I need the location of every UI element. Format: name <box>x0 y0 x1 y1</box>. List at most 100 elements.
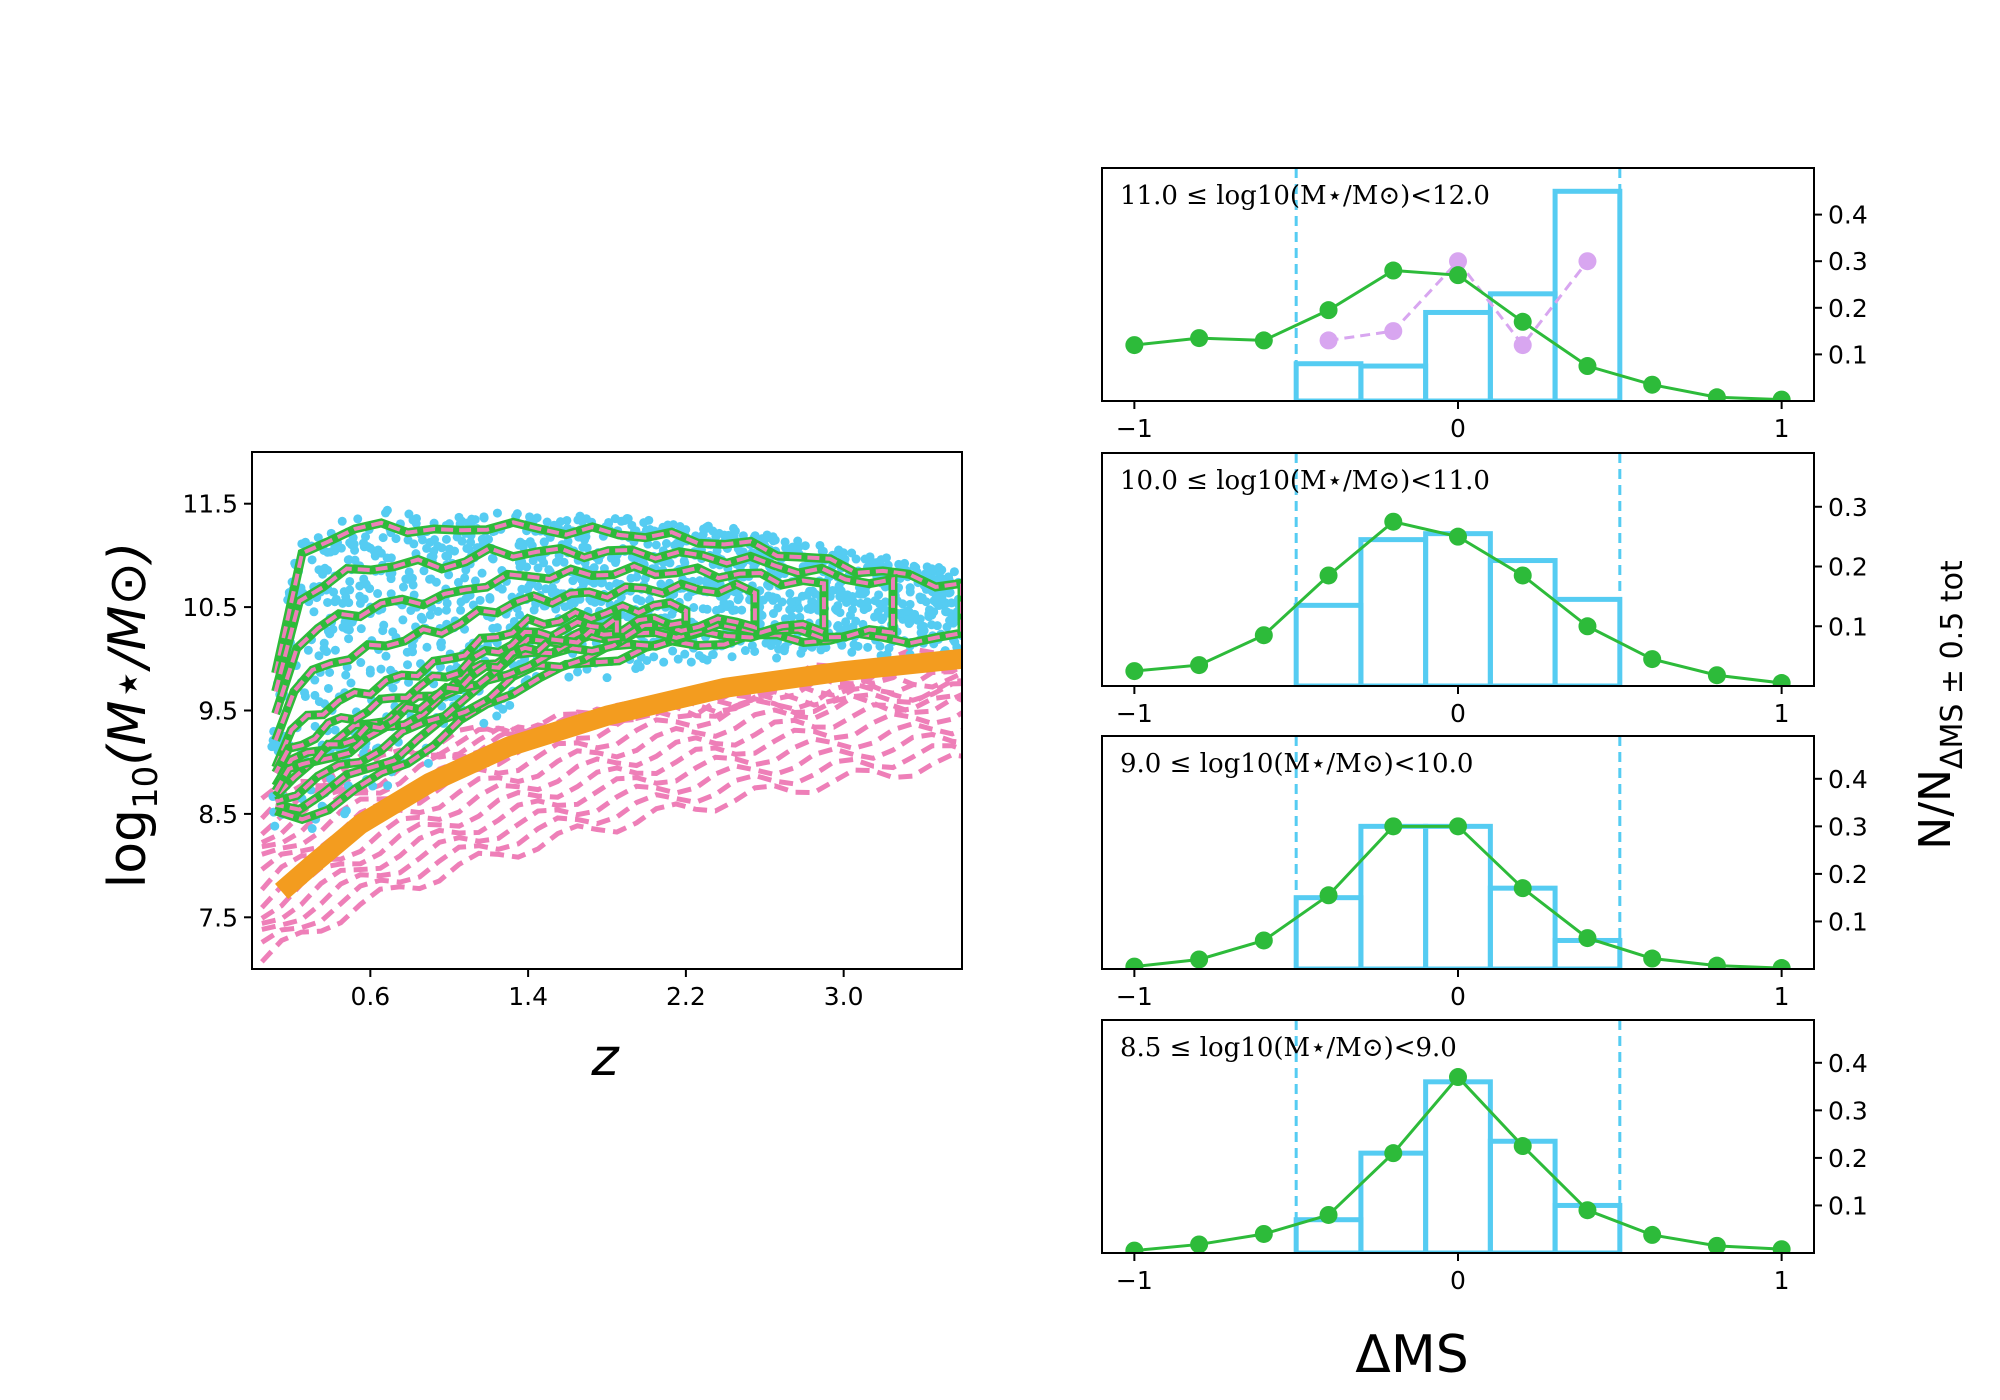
scatter-point <box>310 675 320 685</box>
green-series-line <box>1134 268 1782 401</box>
right-x-axis-label: ΔMS <box>1355 1325 1468 1385</box>
y-tick-label: 8.5 <box>198 800 238 829</box>
scatter-point <box>456 605 466 615</box>
scatter-point <box>659 657 669 667</box>
green-point <box>1384 1144 1403 1163</box>
violet-point <box>1384 322 1403 341</box>
scatter-point <box>875 641 885 651</box>
scatter-point <box>539 537 549 547</box>
green-point <box>1449 1068 1467 1087</box>
scatter-point <box>702 655 712 665</box>
scatter-point <box>533 563 543 573</box>
y-tick-label: 0.3 <box>1828 812 1868 841</box>
green-point <box>1449 266 1467 285</box>
histogram-bar <box>1423 1079 1493 1253</box>
green-point <box>1254 1224 1273 1243</box>
right-histogram-panels: −1 0 1 0.1 0.2 0.3 0.4 11.0 ≤ log10(M⋆/M⊙)<12.0… <box>1101 167 1868 1295</box>
y-tick-label: 0.4 <box>1828 201 1868 230</box>
histogram-bar <box>1423 309 1493 401</box>
scatter-point <box>806 603 816 613</box>
x-tick-label: 0 <box>1450 699 1466 728</box>
scatter-point <box>338 598 348 608</box>
green-point <box>1707 388 1726 401</box>
scatter-point <box>680 649 690 659</box>
scatter-point <box>497 584 507 594</box>
scatter-point <box>559 557 569 567</box>
scatter-point <box>708 526 718 536</box>
green-point <box>1384 512 1403 531</box>
green-point <box>1578 1201 1597 1220</box>
scatter-point <box>626 573 636 583</box>
scatter-point <box>679 556 689 566</box>
scatter-point <box>835 608 845 618</box>
histogram-bar <box>1293 602 1364 686</box>
green-point <box>1384 817 1403 836</box>
x-tick-label: 1 <box>1774 699 1790 728</box>
svg-text:log10(M⋆/M⊙): log10(M⋆/M⊙) <box>98 542 166 889</box>
x-tick-label: 2.2 <box>666 982 706 1011</box>
scatter-point <box>694 650 704 660</box>
green-point <box>1643 949 1662 968</box>
scatter-point <box>460 573 470 583</box>
scatter-point <box>924 612 934 622</box>
green-point <box>1125 957 1144 969</box>
y-tick-label: 0.1 <box>1828 907 1868 936</box>
scatter-point <box>901 606 911 616</box>
histogram-bar <box>1358 1150 1429 1253</box>
scatter-point <box>581 514 591 524</box>
histogram-panel-1: −1 0 1 0.1 0.2 0.3 0.4 11.0 ≤ log10(M⋆/M⊙)<12.0 <box>1101 167 1868 443</box>
scatter-point <box>422 543 432 553</box>
scatter-point <box>320 563 330 573</box>
scatter-point <box>314 651 324 661</box>
scatter-point <box>346 678 356 688</box>
scatter-point <box>323 683 333 693</box>
green-point <box>1707 956 1726 969</box>
scatter-point <box>441 534 451 544</box>
x-tick-label: 0.6 <box>350 982 390 1011</box>
scatter-point <box>780 642 790 652</box>
scatter-point <box>309 607 319 617</box>
pink-contour-line <box>260 709 962 921</box>
scatter-point <box>525 512 535 522</box>
scatter-point <box>665 558 675 568</box>
panel-plot-area <box>1125 1020 1791 1253</box>
scatter-point <box>441 605 451 615</box>
scatter-point <box>383 781 393 791</box>
panel-mass-bin-label: 9.0 ≤ log10(M⋆/M⊙)<10.0 <box>1120 749 1473 779</box>
scatter-point <box>780 537 790 547</box>
scatter-point <box>355 598 365 608</box>
scatter-point <box>479 512 489 522</box>
scatter-point <box>443 551 453 561</box>
histogram-panel-2: −1 0 1 0.1 0.2 0.3 10.0 ≤ log10(M⋆/M⊙)<11.0 <box>1101 452 1868 728</box>
scatter-point <box>310 721 320 731</box>
green-point <box>1772 959 1791 969</box>
scatter-point <box>805 586 815 596</box>
scatter-point <box>661 539 671 549</box>
scatter-point <box>845 593 855 603</box>
scatter-point <box>768 592 778 602</box>
y-tick-label: 0.1 <box>1828 1191 1868 1220</box>
scatter-point <box>672 538 682 548</box>
histogram-bar <box>1358 537 1429 686</box>
pink-dashed-overlay <box>273 613 619 793</box>
violet-point <box>1449 252 1467 271</box>
y-tick-label: 0.3 <box>1828 1096 1868 1125</box>
green-point <box>1125 1241 1144 1253</box>
scatter-point <box>673 654 683 664</box>
scatter-point <box>484 534 494 544</box>
scatter-point <box>423 758 433 768</box>
left-y-axis-label: log10(M⋆/M⊙) <box>98 542 166 889</box>
scatter-point <box>702 604 712 614</box>
scatter-point <box>877 615 887 625</box>
scatter-point <box>909 561 919 571</box>
violet-point <box>1513 336 1532 355</box>
scatter-point <box>849 640 859 650</box>
scatter-point <box>564 672 574 682</box>
scatter-point <box>300 537 310 547</box>
pink-contour-line <box>261 731 962 932</box>
x-tick-label: −1 <box>1116 1266 1153 1295</box>
y-tick-label: 10.5 <box>182 593 238 622</box>
scatter-point <box>894 559 904 569</box>
left-scatter-panel: 0.6 1.4 2.2 3.0 7.5 8.5 9.5 10.5 11.5 z log10(M⋆… <box>98 451 963 1088</box>
